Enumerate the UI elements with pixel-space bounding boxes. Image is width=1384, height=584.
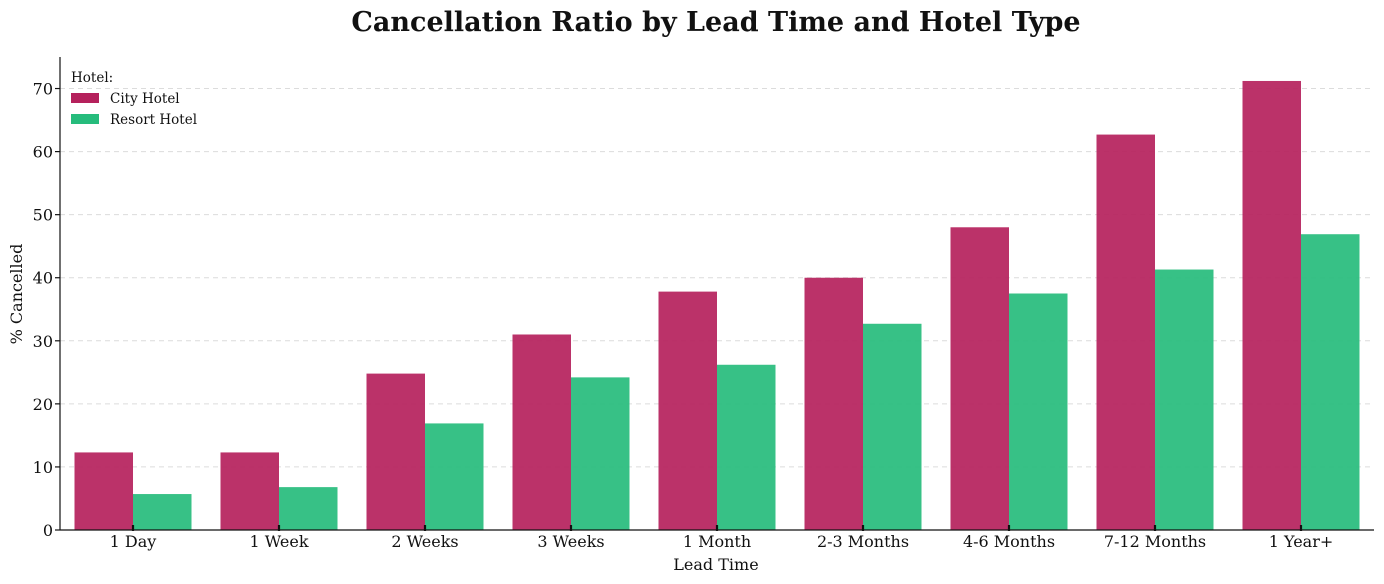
y-tick-label: 10 [33, 458, 53, 477]
bar-resort-hotel-1 [133, 494, 192, 530]
y-tick-label: 50 [33, 206, 53, 225]
bar-city-hotel-6 [804, 277, 863, 530]
legend-swatch-city-hotel [71, 93, 99, 103]
chart-title: Cancellation Ratio by Lead Time and Hote… [351, 7, 1080, 38]
y-ticks: 0 10 20 30 40 50 60 70 [33, 80, 60, 540]
x-ticks: 1 Day 1 Week 2 Weeks 3 Weeks 1 Month 2-3 Mont… [110, 525, 1334, 551]
x-tick-label: 2 Weeks [391, 532, 458, 551]
bar-city-hotel-4 [512, 334, 571, 530]
bar-city-hotel-7 [950, 227, 1009, 530]
y-tick-label: 40 [33, 269, 53, 288]
bar-city-hotel-9 [1242, 80, 1301, 530]
legend-swatch-resort-hotel [71, 114, 99, 124]
x-tick-label: 1 Week [249, 532, 308, 551]
y-axis-label: % Cancelled [7, 244, 26, 345]
y-tick-label: 30 [33, 332, 53, 351]
y-tick-label: 20 [33, 395, 53, 414]
x-tick-label: 1 Day [110, 532, 157, 551]
bar-city-hotel-5 [658, 291, 717, 530]
legend: Hotel: City Hotel Resort Hotel [71, 70, 197, 128]
bar-resort-hotel-9 [1301, 234, 1360, 530]
x-tick-label: 3 Weeks [537, 532, 604, 551]
bar-resort-hotel-8 [1155, 269, 1214, 530]
bar-city-hotel-8 [1096, 134, 1155, 530]
y-tick-label: 60 [33, 143, 53, 162]
bar-city-hotel-3 [366, 373, 425, 530]
legend-label-city-hotel: City Hotel [110, 91, 180, 107]
bar-resort-hotel-3 [425, 423, 484, 530]
bar-resort-hotel-6 [863, 323, 922, 530]
legend-label-resort-hotel: Resort Hotel [110, 112, 197, 128]
bar-resort-hotel-5 [717, 364, 776, 530]
bar-resort-hotel-4 [571, 377, 630, 530]
x-tick-label: 1 Month [683, 532, 751, 551]
x-tick-label: 4-6 Months [963, 532, 1055, 551]
legend-title: Hotel: [71, 70, 113, 86]
y-tick-label: 0 [43, 521, 53, 540]
bar-resort-hotel-2 [279, 487, 338, 530]
bar-resort-hotel-7 [1009, 293, 1068, 530]
bars [74, 80, 1360, 530]
x-axis-label: Lead Time [673, 555, 758, 574]
y-tick-label: 70 [33, 80, 53, 99]
bar-city-hotel-2 [220, 452, 279, 530]
x-tick-label: 7-12 Months [1104, 532, 1206, 551]
x-tick-label: 2-3 Months [817, 532, 909, 551]
bar-city-hotel-1 [74, 452, 133, 530]
x-tick-label: 1 Year+ [1269, 532, 1334, 551]
